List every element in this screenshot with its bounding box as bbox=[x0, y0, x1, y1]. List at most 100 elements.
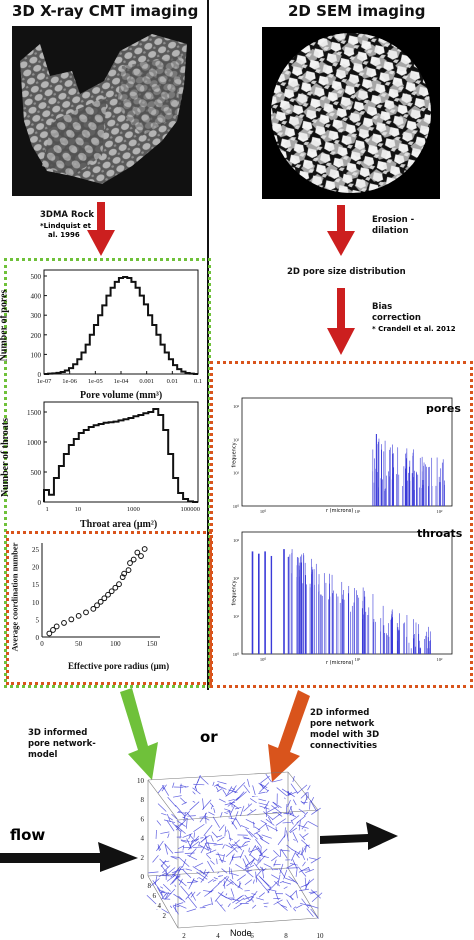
net-throat bbox=[267, 888, 277, 892]
co-ytick: 5 bbox=[36, 616, 40, 624]
net-throat bbox=[182, 816, 189, 820]
bias-label-1: Bias bbox=[372, 302, 393, 312]
net-throat bbox=[275, 818, 286, 826]
net-throat bbox=[231, 803, 233, 808]
net-throat bbox=[301, 898, 310, 909]
net-throat bbox=[216, 788, 223, 793]
net-throat bbox=[186, 838, 192, 849]
net-throat bbox=[244, 879, 253, 886]
net-throat bbox=[231, 844, 242, 848]
net-throat bbox=[225, 790, 234, 797]
net-throat bbox=[177, 868, 185, 871]
net-throat bbox=[207, 878, 214, 884]
net-throat bbox=[202, 798, 205, 810]
net-throat bbox=[256, 897, 264, 901]
co-point bbox=[119, 574, 126, 581]
pv-xtick: 1e-06 bbox=[62, 378, 78, 385]
co-point bbox=[105, 591, 111, 598]
net-throat bbox=[236, 894, 244, 901]
net-throat bbox=[245, 828, 253, 838]
co-ytick: 10 bbox=[32, 599, 40, 607]
co-point bbox=[75, 612, 82, 619]
net-throat bbox=[226, 829, 228, 832]
net-throat bbox=[222, 844, 225, 849]
net-throat bbox=[254, 845, 263, 856]
net-throat bbox=[193, 823, 205, 832]
net-throat bbox=[200, 871, 210, 883]
pv-xtick: 1e-07 bbox=[37, 378, 53, 385]
co-point bbox=[134, 549, 141, 556]
net-throat bbox=[162, 860, 170, 863]
net-throat bbox=[221, 894, 233, 901]
net-throat bbox=[275, 826, 277, 832]
net-throat bbox=[258, 798, 267, 802]
pores-ytick: 10³ bbox=[233, 404, 240, 409]
pv-xtick: 0.01 bbox=[167, 378, 178, 385]
net-throat bbox=[200, 836, 208, 843]
net-throat bbox=[169, 905, 173, 909]
net-throat bbox=[211, 831, 218, 838]
model-right-3: model with 3D bbox=[310, 730, 380, 740]
net-throat bbox=[152, 880, 161, 891]
net-throat bbox=[304, 811, 308, 817]
co-point bbox=[46, 630, 53, 637]
net-throat bbox=[274, 881, 281, 887]
pv-ytick: 300 bbox=[31, 312, 42, 320]
erosion-label-1: Erosion - bbox=[372, 215, 415, 225]
net-throat bbox=[240, 805, 245, 817]
net-throat bbox=[160, 864, 169, 876]
net-throat bbox=[172, 795, 182, 798]
erosion-label-2: dilation bbox=[372, 226, 409, 236]
flow-arrow-out bbox=[320, 822, 398, 850]
net-throat bbox=[229, 805, 236, 816]
net-throat bbox=[177, 811, 186, 814]
net-throat bbox=[279, 868, 286, 878]
net-throat bbox=[167, 796, 177, 807]
net-throat bbox=[171, 856, 180, 858]
co-ytick: 0 bbox=[36, 634, 40, 642]
net-throat bbox=[178, 895, 186, 903]
net-throat bbox=[258, 791, 266, 794]
pv-ytick: 200 bbox=[31, 332, 42, 340]
net-throat bbox=[255, 869, 262, 878]
net-throat bbox=[235, 884, 243, 890]
sem-image bbox=[262, 27, 440, 199]
pore-size-distribution-label: 2D pore size distribution bbox=[287, 267, 406, 277]
throat-xlabel: Throat area (μm²) bbox=[80, 519, 158, 530]
net-throat bbox=[162, 884, 171, 892]
net-throat bbox=[237, 882, 242, 889]
net-throat bbox=[269, 880, 279, 890]
net-throat bbox=[311, 807, 321, 815]
net-throat bbox=[290, 850, 297, 862]
net-throat bbox=[254, 826, 261, 831]
net-throat bbox=[273, 850, 280, 858]
net-throat bbox=[178, 878, 183, 886]
net-throat bbox=[157, 846, 160, 851]
pores-ytick: 10² bbox=[233, 437, 240, 442]
th-frame bbox=[43, 401, 199, 503]
net-throat bbox=[178, 856, 190, 867]
net-throat bbox=[308, 891, 318, 893]
net-frame-edge bbox=[287, 771, 319, 811]
net-throat bbox=[272, 801, 282, 808]
net-throat bbox=[249, 809, 253, 812]
net-throat bbox=[185, 891, 193, 900]
net-throat bbox=[176, 820, 186, 827]
net-throat bbox=[178, 866, 183, 872]
net-throat bbox=[156, 820, 162, 826]
co-point bbox=[68, 616, 75, 623]
net-throat bbox=[258, 802, 269, 806]
net-ytick: 8 bbox=[148, 882, 152, 890]
net-throat bbox=[263, 863, 272, 868]
net-throat bbox=[273, 868, 279, 871]
net-throat bbox=[288, 875, 299, 885]
co-point bbox=[141, 546, 148, 552]
pores-xlabel: r (microns) bbox=[326, 508, 354, 514]
net-throat bbox=[231, 816, 237, 825]
pv-ytick: 100 bbox=[31, 351, 42, 359]
model-right-2: pore network bbox=[310, 719, 375, 729]
net-throat bbox=[244, 840, 250, 843]
net-throat bbox=[299, 833, 306, 841]
th-xtick: 1000 bbox=[127, 506, 140, 513]
net-throat bbox=[293, 908, 297, 912]
